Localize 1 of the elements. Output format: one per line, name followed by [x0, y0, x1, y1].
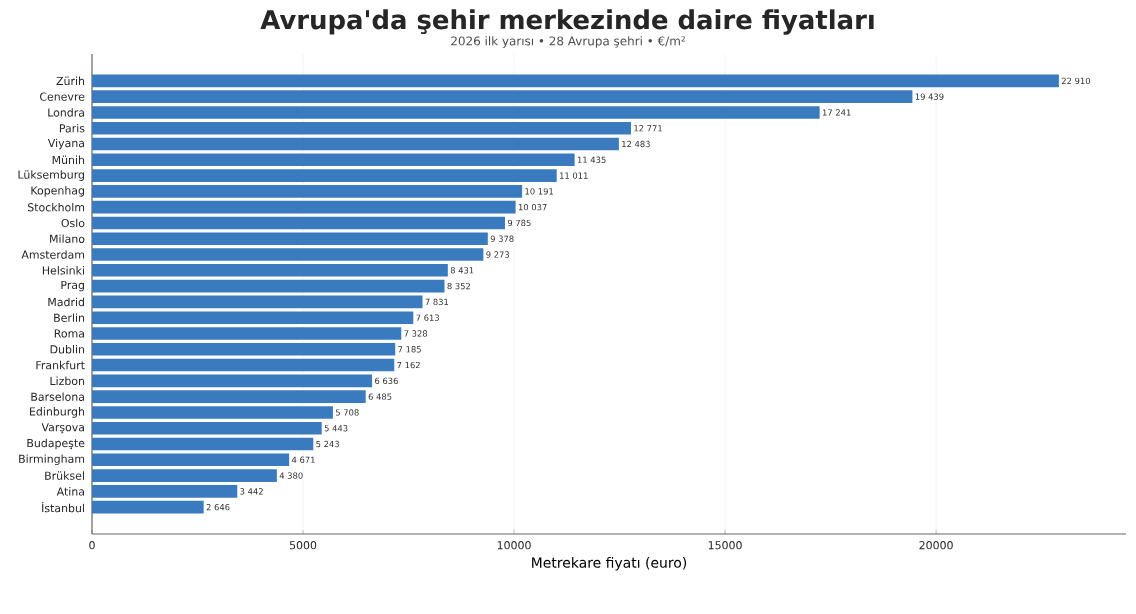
chart-title: Avrupa'da şehir merkezinde daire fiyatları [260, 9, 874, 35]
